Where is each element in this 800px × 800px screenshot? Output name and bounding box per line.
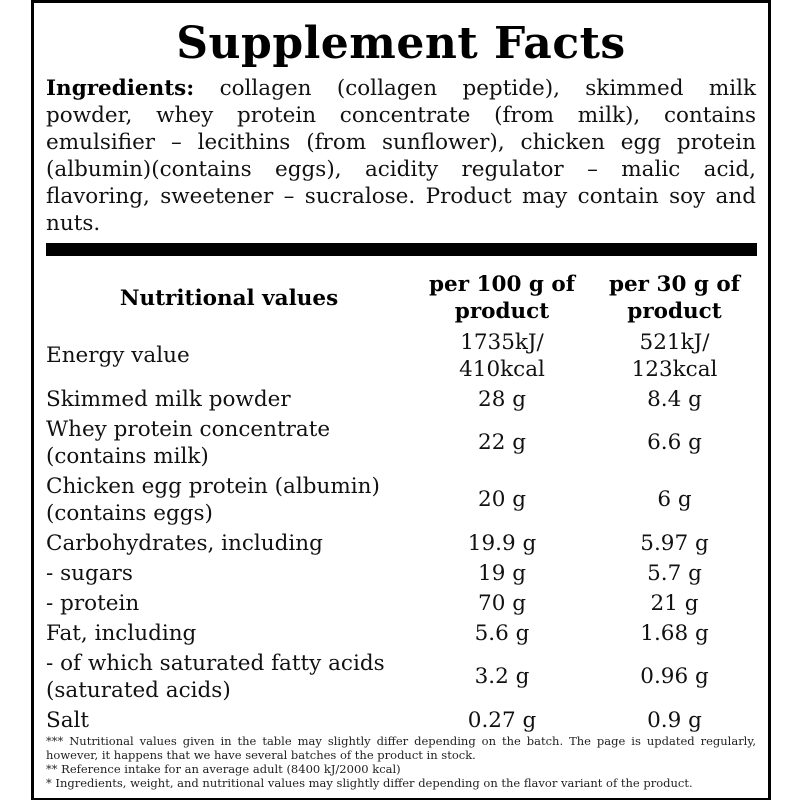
header-nutritional-values: Nutritional values <box>119 285 339 311</box>
value-per-30g: 6.6 g <box>647 430 702 455</box>
value-per-30g: 0.96 g <box>640 664 709 689</box>
page-title: Supplement Facts <box>176 18 626 69</box>
footnote-batch: *** Nutritional values given in the tabl… <box>46 734 756 762</box>
nutrition-table: Nutritional values per 100 g of product p… <box>46 269 757 735</box>
value-per-30g: 8.4 g <box>647 386 702 412</box>
table-row: Salt 0.27 g 0.9 g <box>46 705 757 735</box>
header-per-100g: per 100 g of product <box>429 272 575 324</box>
value-per-100g: 19.9 g <box>467 530 537 556</box>
value-per-100g: 70 g <box>478 590 526 616</box>
value-per-30g: 521kJ/123kcal <box>631 329 718 382</box>
row-label: - of which saturated fatty acids (saturat… <box>46 650 385 703</box>
value-per-100g: 1735kJ/410kcal <box>459 329 545 382</box>
table-row: Fat, including 5.6 g 1.68 g <box>46 618 757 648</box>
ingredients-paragraph: Ingredients: collagen (collagen peptide)… <box>46 75 756 237</box>
table-row: - of which saturated fatty acids (saturat… <box>46 648 757 705</box>
row-label: Chicken egg protein (albumin) (contains e… <box>46 473 380 526</box>
value-per-30g: 6 g <box>657 487 692 512</box>
header-per-30g: per 30 g of product <box>608 272 741 324</box>
table-row: Chicken egg protein (albumin) (contains e… <box>46 471 757 528</box>
row-label: Fat, including <box>46 620 197 646</box>
row-label: Energy value <box>46 343 190 368</box>
row-label: Salt <box>46 707 90 733</box>
value-per-100g: 0.27 g <box>467 707 537 733</box>
table-row: Carbohydrates, including 19.9 g 5.97 g <box>46 528 757 558</box>
row-label: Skimmed milk powder <box>46 386 291 412</box>
value-per-30g: 21 g <box>650 590 699 616</box>
footnote-flavor-variant: * Ingredients, weight, and nutritional v… <box>46 776 693 790</box>
table-row: - protein 70 g 21 g <box>46 588 757 618</box>
value-per-30g: 5.7 g <box>647 560 702 586</box>
value-per-100g: 3.2 g <box>474 664 530 689</box>
row-label: Whey protein concentrate (contains milk) <box>46 416 331 469</box>
value-per-100g: 20 g <box>478 487 526 512</box>
value-per-30g: 5.97 g <box>640 530 709 556</box>
table-row: Whey protein concentrate (contains milk) … <box>46 414 757 471</box>
row-label: Carbohydrates, including <box>46 530 323 556</box>
value-per-100g: 19 g <box>478 560 526 586</box>
supplement-facts-panel: Supplement Facts Ingredients: collagen (… <box>31 0 771 800</box>
footnote-reference-intake: ** Reference intake for an average adult… <box>46 762 401 776</box>
value-per-30g: 1.68 g <box>640 620 709 646</box>
table-header-row: Nutritional values per 100 g of product p… <box>46 269 757 327</box>
section-divider <box>46 243 757 256</box>
value-per-100g: 22 g <box>478 430 526 455</box>
row-label: - sugars <box>46 560 133 586</box>
table-row: - sugars 19 g 5.7 g <box>46 558 757 588</box>
table-row: Skimmed milk powder 28 g 8.4 g <box>46 384 757 414</box>
value-per-30g: 0.9 g <box>647 707 702 733</box>
value-per-100g: 5.6 g <box>474 620 530 646</box>
row-label: - protein <box>46 590 140 616</box>
table-row: Energy value 1735kJ/410kcal 521kJ/123kca… <box>46 327 757 384</box>
ingredients-text: collagen (collagen peptide), skimmed mil… <box>46 76 756 236</box>
footnotes: *** Nutritional values given in the tabl… <box>46 734 756 790</box>
ingredients-label: Ingredients: <box>46 76 195 101</box>
value-per-100g: 28 g <box>478 386 526 412</box>
